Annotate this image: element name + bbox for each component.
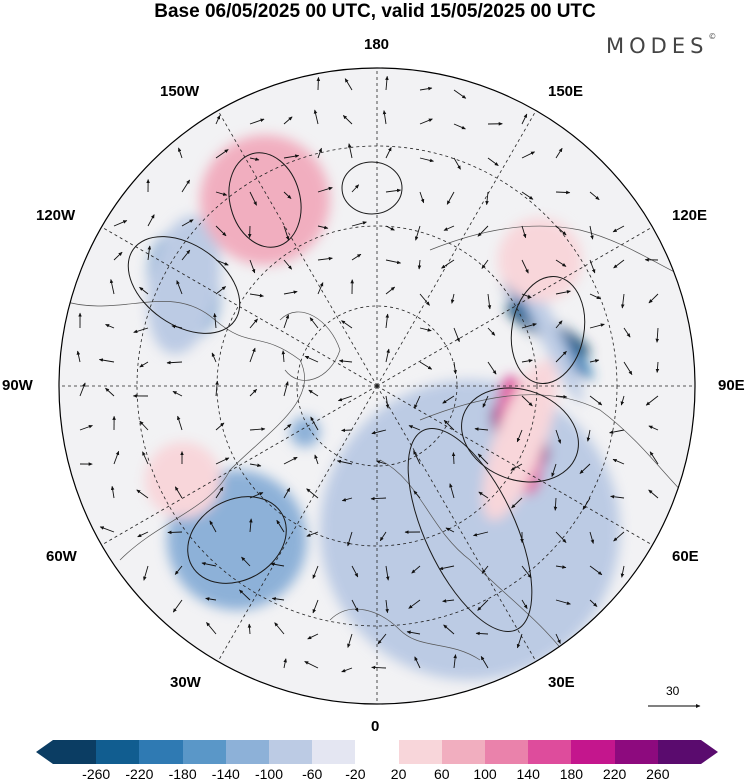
- colorbar-segment: [355, 740, 399, 764]
- colorbar-segment: [485, 740, 529, 764]
- colorbar-tick-label: 60: [434, 766, 450, 782]
- colorbar-low-triangle: [36, 740, 53, 764]
- height-contours: [127, 152, 586, 632]
- colorbar-segment: [312, 740, 356, 764]
- colorbar-high-triangle: [701, 740, 718, 764]
- lon-label-60w: 60W: [46, 548, 77, 565]
- graticule: [59, 68, 695, 704]
- lon-label-120e: 120E: [672, 207, 708, 224]
- colorbar-segment: [225, 740, 270, 764]
- colorbar-segment: [269, 740, 313, 764]
- coastlines: [59, 225, 691, 661]
- colorbar-segment: [571, 740, 615, 764]
- colorbar-segment: [398, 740, 442, 764]
- colorbar-ticks: -260 -220 -180 -140 -100 -60 -20 20 60 100 140 180 2…: [53, 764, 701, 782]
- lon-label-30w: 30W: [170, 674, 201, 691]
- colorbar-tick-label: -20: [345, 766, 366, 782]
- colorbar-segment: [53, 740, 97, 764]
- colorbar-segment: [441, 740, 486, 764]
- lon-label-180: 180: [364, 36, 390, 53]
- colorbar-tick-label: 140: [516, 766, 540, 782]
- lon-label-60e: 60E: [672, 548, 699, 565]
- colorbar-segment: [182, 740, 226, 764]
- colorbar-segment: [96, 740, 140, 764]
- lon-label-0: 0: [371, 718, 380, 735]
- colorbar-tick-label: -100: [254, 766, 284, 782]
- height-anomaly-field: [145, 135, 620, 680]
- wind-vectors: [76, 75, 660, 673]
- colorbar-segment: [528, 740, 572, 764]
- map-title: Base 06/05/2025 00 UTC, valid 15/05/2025…: [154, 1, 596, 22]
- colorbar-tick-label: 180: [559, 766, 584, 782]
- colorbar: [53, 740, 702, 764]
- lon-label-150w: 150W: [160, 83, 200, 100]
- colorbar-tick-label: -220: [125, 766, 154, 782]
- colorbar-tick-label: 100: [473, 766, 497, 782]
- colorbar-tick-label: -60: [302, 766, 323, 782]
- colorbar-segment: [614, 740, 658, 764]
- colorbar-tick-label: 260: [646, 766, 670, 782]
- colorbar-tick-label: -260: [82, 766, 111, 782]
- lon-label-90e: 90E: [718, 377, 745, 394]
- lon-label-30e: 30E: [548, 674, 575, 691]
- lon-label-120w: 120W: [36, 207, 76, 224]
- lon-label-150e: 150E: [548, 83, 584, 100]
- colorbar-segment: [657, 740, 702, 764]
- colorbar-tick-label: -180: [168, 766, 197, 782]
- map-border: [58, 67, 696, 705]
- colorbar-tick-label: 20: [390, 766, 407, 782]
- modes-logo: MODES©: [606, 32, 717, 58]
- lon-label-90w: 90W: [2, 377, 33, 394]
- colorbar-tick-label: 220: [602, 766, 627, 782]
- colorbar-tick-label: -140: [211, 766, 240, 782]
- reference-vector-label: 30: [666, 684, 680, 698]
- colorbar-segment: [139, 740, 183, 764]
